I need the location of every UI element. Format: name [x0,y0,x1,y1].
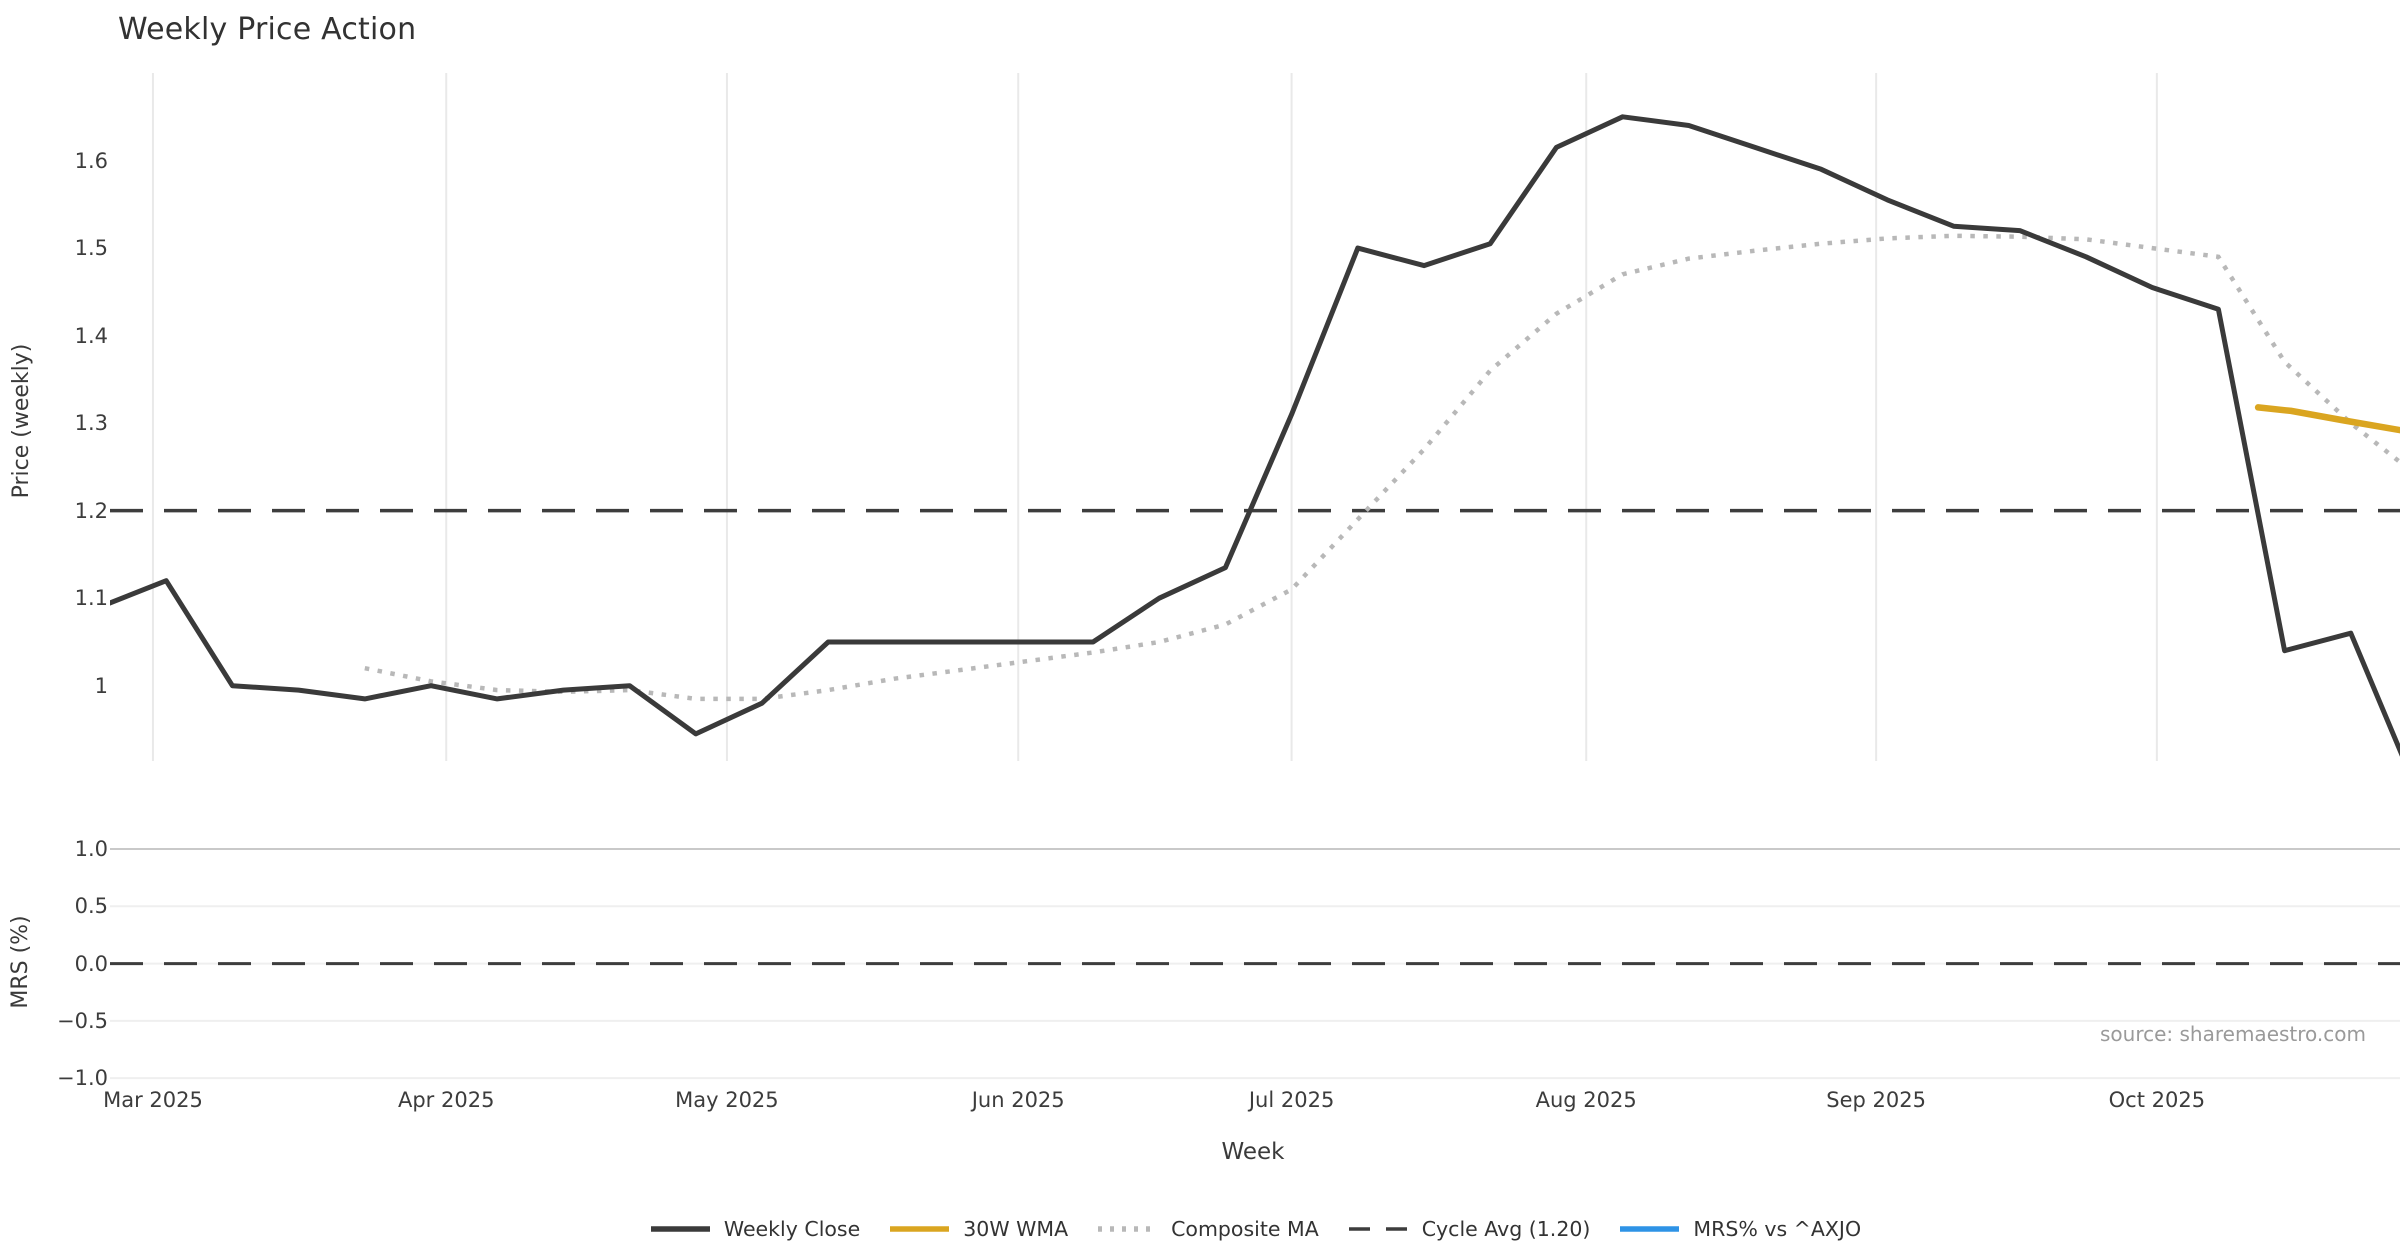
month-xtick-label: Sep 2025 [1826,1088,1926,1112]
month-xtick-label: Apr 2025 [397,1088,495,1112]
legend-item: 30W WMA [888,1217,1068,1241]
mrs-ytick-label: 0.5 [74,894,108,919]
price-ytick-label: 1.4 [74,323,108,348]
mrs-ytick-label: 0.0 [74,951,108,976]
month-xtick-label: Jul 2025 [1248,1088,1335,1112]
legend-item: Composite MA [1096,1217,1319,1241]
month-xtick-label: Oct 2025 [2108,1088,2206,1112]
x-axis-label: Week [1221,1139,1285,1165]
mrs-axis-label: MRS (%) [8,915,33,1009]
mrs-ytick-label: 1.0 [74,837,108,861]
legend-label: Weekly Close [723,1217,861,1241]
price-ytick-label: 1.1 [74,586,108,611]
mrs-ytick-label: −1.0 [57,1066,108,1091]
legend-swatch-dotted [1098,1226,1158,1232]
price-ytick-label: 1 [94,673,108,698]
price-ytick-label: 1.2 [74,498,108,523]
price-ytick-label: 1.5 [74,236,108,261]
wma-30w-line [2254,404,2400,434]
legend-label: 30W WMA [963,1217,1069,1241]
source-attribution: source: sharemaestro.com [2100,1022,2366,1046]
legend-swatch-solid [650,1226,710,1232]
price-ytick-label: 1.3 [74,411,108,436]
month-xtick-label: Jun 2025 [971,1088,1065,1112]
composite-ma-line [364,233,2400,702]
legend-label: MRS% vs ^AXJO [1693,1217,1862,1241]
price-ytick-label: 1.6 [74,148,108,173]
mrs-ytick-label: −0.5 [57,1008,108,1033]
month-xtick-label: May 2025 [675,1088,779,1112]
legend-swatch-dashed [1348,1227,1408,1231]
weekly-close-line [110,114,2400,757]
chart-legend: Weekly Close 30W WMA Composite MA Cycle Avg… [110,1210,2400,1248]
legend-label: Cycle Avg (1.20) [1421,1217,1591,1241]
legend-item: Cycle Avg (1.20) [1347,1217,1591,1241]
legend-item: MRS% vs ^AXJO [1618,1217,1861,1241]
legend-swatch-solid [890,1226,950,1232]
legend-label: Composite MA [1171,1217,1319,1241]
chart-title: Weekly Price Action [118,12,417,47]
legend-swatch-solid [1620,1226,1680,1232]
month-xtick-label: Mar 2025 [103,1088,203,1112]
month-xtick-label: Aug 2025 [1535,1088,1637,1112]
legend-item: Weekly Close [649,1217,860,1241]
price-axis-label: Price (weekly) [9,343,34,499]
